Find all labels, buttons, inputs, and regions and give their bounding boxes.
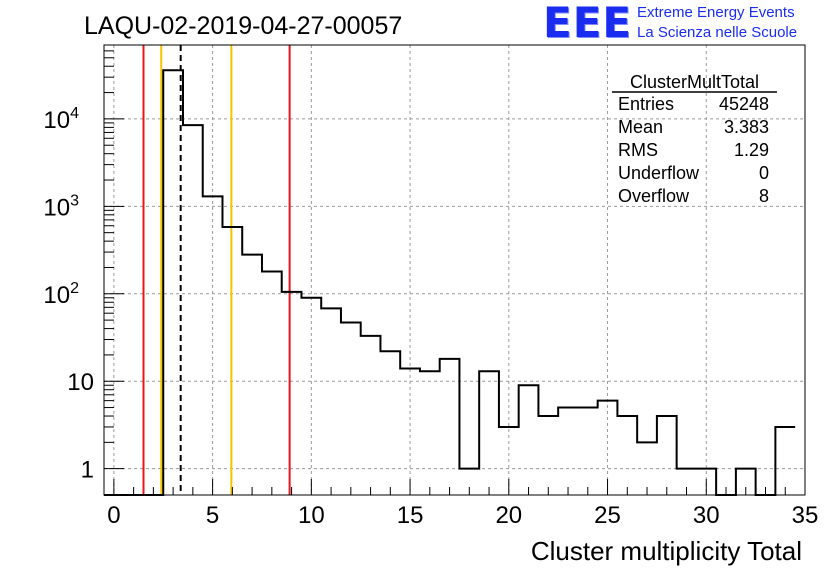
histogram-bin (321, 308, 341, 495)
histogram-bin (163, 70, 183, 495)
y-tick-label: 102 (43, 280, 79, 309)
x-tick-label: 15 (397, 502, 424, 529)
logo-line-1: Extreme Energy Events (637, 4, 795, 21)
plot-frame (103, 44, 806, 496)
histogram-bin (222, 227, 242, 495)
x-tick-label: 0 (107, 502, 120, 529)
stats-label: RMS (618, 140, 658, 160)
x-tick-label: 10 (298, 502, 325, 529)
histogram-bin (183, 125, 203, 495)
stats-value: 1.29 (734, 140, 769, 160)
y-tick-label: 104 (43, 105, 79, 134)
x-tick-label: 30 (693, 502, 720, 529)
x-axis-label: Cluster multiplicity Total (531, 536, 802, 566)
histogram-bin (341, 322, 361, 495)
histogram-bin (203, 196, 223, 495)
chart-title: LAQU-02-2019-04-27-00057 (84, 12, 402, 40)
y-tick-label: 103 (43, 192, 79, 221)
histogram-bin (262, 271, 282, 495)
histogram-bin (440, 359, 460, 495)
x-tick-label: 5 (206, 502, 219, 529)
histogram-bin (558, 408, 578, 495)
stats-label: Underflow (618, 163, 700, 183)
y-tick-label: 1 (81, 457, 94, 484)
histogram-bin (420, 371, 440, 495)
plot-marks (104, 45, 796, 496)
histogram-bin (400, 368, 420, 495)
stats-value: 0 (759, 163, 769, 183)
stats-value: 8 (759, 186, 769, 206)
stats-label: Overflow (618, 186, 690, 206)
histogram-bin (775, 427, 795, 495)
grid-lines (104, 45, 806, 495)
x-tick-label: 25 (594, 502, 621, 529)
histogram-bin (361, 336, 381, 495)
y-tick-label: 10 (67, 369, 94, 396)
histogram-bin (538, 416, 558, 495)
stats-value: 45248 (719, 94, 769, 114)
stats-label: Mean (618, 117, 663, 137)
histogram-bin (380, 351, 400, 495)
histogram-bin (242, 255, 262, 495)
eee-logo-mark: EEE (543, 0, 633, 47)
histogram-bin (617, 416, 637, 495)
histogram-bin (578, 408, 598, 495)
x-tick-label: 20 (495, 502, 522, 529)
histogram-bin (519, 385, 539, 495)
x-tick-label: 35 (792, 502, 819, 529)
histogram-bin (479, 371, 499, 495)
logo-line-2: La Scienza nelle Scuole (637, 24, 798, 41)
stats-label: Entries (618, 94, 674, 114)
stats-title: ClusterMultTotal (630, 72, 759, 92)
histogram-outline (104, 69, 796, 496)
stats-value: 3.383 (724, 117, 769, 137)
histogram-bin (301, 298, 321, 495)
histogram-bin (282, 292, 302, 495)
histogram-bin (657, 416, 677, 495)
